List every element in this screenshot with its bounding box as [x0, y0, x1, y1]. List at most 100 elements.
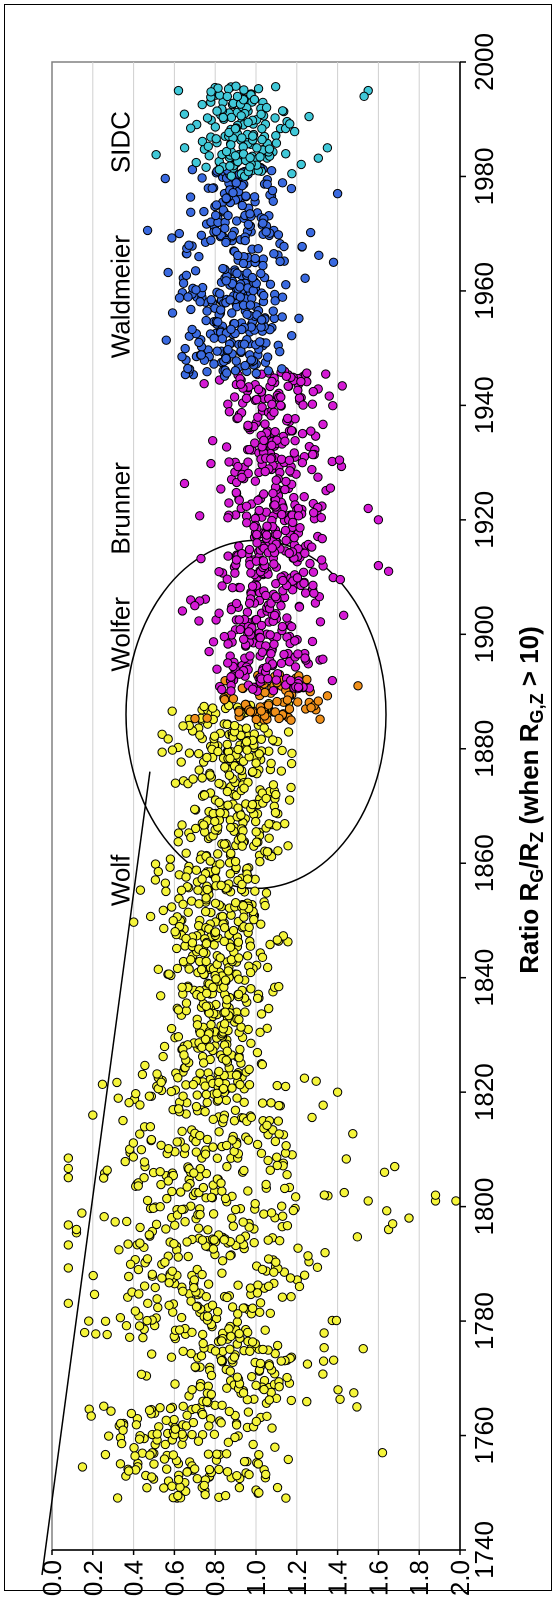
data-point [264, 144, 275, 154]
data-point [215, 289, 225, 299]
data-point [207, 703, 218, 713]
data-point [201, 1292, 211, 1302]
era-label: Wolfer [106, 597, 136, 672]
data-point [279, 649, 289, 660]
data-point [320, 1247, 330, 1258]
data-point [257, 952, 268, 963]
data-point [253, 412, 263, 422]
data-point [255, 856, 265, 867]
data-point [215, 859, 225, 869]
data-point [208, 982, 218, 993]
data-point [89, 1289, 100, 1300]
data-point [195, 1068, 205, 1078]
data-point [202, 1396, 212, 1407]
data-point [234, 764, 245, 774]
data-point [244, 1222, 254, 1232]
data-point [252, 538, 262, 548]
data-point [286, 758, 297, 769]
data-point [242, 745, 252, 755]
data-point [271, 675, 281, 685]
data-point [256, 706, 266, 716]
data-point [294, 1281, 305, 1292]
data-point [220, 223, 230, 234]
data-point [197, 1429, 208, 1440]
data-point [178, 721, 188, 731]
data-point [187, 1429, 197, 1440]
data-point [341, 1154, 352, 1164]
data-point [242, 1327, 253, 1338]
data-point [245, 707, 256, 717]
data-point [222, 995, 232, 1005]
data-point [290, 435, 300, 446]
data-point [261, 1469, 271, 1480]
data-point [286, 1292, 296, 1302]
data-point [184, 240, 194, 250]
data-point [277, 1211, 288, 1221]
data-point [307, 464, 317, 475]
data-point [277, 1201, 287, 1211]
data-point [244, 544, 255, 555]
data-point [253, 495, 263, 506]
data-point [230, 124, 241, 134]
data-point [257, 123, 267, 134]
data-point [219, 1235, 229, 1245]
data-point [276, 601, 286, 611]
data-point [187, 1385, 197, 1395]
data-point [328, 257, 339, 268]
data-point [220, 1193, 231, 1204]
data-point [174, 293, 185, 303]
data-point [272, 821, 282, 831]
data-point [203, 1279, 214, 1289]
data-point [224, 498, 234, 508]
pointer-line [41, 771, 151, 1576]
data-point [269, 1267, 279, 1277]
data-point [311, 1076, 321, 1086]
data-point [269, 249, 279, 259]
data-point [267, 185, 278, 196]
data-point [233, 937, 244, 947]
data-point [228, 1221, 239, 1231]
data-point [283, 727, 294, 737]
data-point [135, 1129, 145, 1139]
data-point [216, 1336, 227, 1346]
data-point [216, 305, 226, 315]
data-point [183, 907, 193, 917]
data-point [325, 483, 336, 493]
data-point [248, 131, 258, 141]
data-point [299, 1073, 310, 1083]
data-point [252, 993, 263, 1004]
data-point [256, 919, 266, 929]
data-point [195, 297, 205, 307]
data-point [252, 1139, 263, 1150]
data-point [184, 964, 194, 974]
data-point [210, 122, 221, 132]
data-point [212, 346, 222, 356]
data-point [214, 1464, 224, 1475]
data-point [99, 1401, 109, 1411]
x-tick-label: 1880 [469, 720, 499, 778]
data-point [263, 1235, 273, 1245]
data-point [167, 1186, 177, 1197]
data-point [268, 735, 278, 745]
data-point [178, 278, 189, 288]
data-point [245, 651, 255, 661]
data-point [202, 367, 212, 377]
data-point [232, 1372, 243, 1382]
data-point [272, 1080, 282, 1091]
data-point [203, 141, 213, 152]
data-point [211, 974, 221, 984]
data-point [139, 1157, 150, 1167]
data-point [294, 602, 305, 612]
data-point [286, 715, 296, 725]
data-point [102, 1329, 112, 1340]
data-point [116, 1438, 127, 1449]
data-point [284, 548, 294, 558]
data-point [169, 1414, 179, 1425]
data-point [227, 582, 238, 593]
data-point [280, 436, 290, 446]
data-point [231, 1070, 242, 1080]
data-point [306, 426, 316, 436]
data-point [237, 841, 247, 851]
data-point [202, 1311, 213, 1321]
